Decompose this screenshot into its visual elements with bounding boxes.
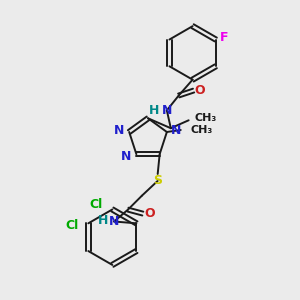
Text: N: N <box>162 104 172 117</box>
Text: Cl: Cl <box>65 219 78 232</box>
Text: H: H <box>148 104 159 117</box>
Text: N: N <box>109 215 119 228</box>
Text: N: N <box>171 124 181 136</box>
Text: CH₃: CH₃ <box>195 113 217 123</box>
Text: N: N <box>114 124 124 136</box>
Text: F: F <box>219 31 228 44</box>
Text: N: N <box>121 150 131 163</box>
Text: Cl: Cl <box>89 198 102 211</box>
Text: CH₃: CH₃ <box>190 125 213 135</box>
Text: S: S <box>153 174 162 188</box>
Text: O: O <box>194 84 205 97</box>
Text: H: H <box>98 214 108 227</box>
Text: O: O <box>144 207 155 220</box>
